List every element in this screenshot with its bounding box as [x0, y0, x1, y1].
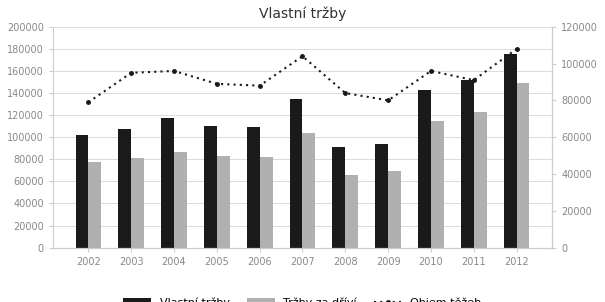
Objem těžeb — [470, 78, 477, 82]
Objem těžeb — [427, 69, 434, 73]
Bar — [302, 133, 315, 248]
Legend: Vlastní tržby, Tržby za dříví, Objem těžeb: Vlastní tržby, Tržby za dříví, Objem těž… — [119, 293, 486, 302]
Objem těžeb — [128, 71, 135, 75]
Bar — [517, 83, 529, 248]
Bar — [333, 147, 345, 248]
Bar — [375, 144, 388, 248]
Objem těžeb — [385, 98, 392, 102]
Bar — [131, 158, 144, 248]
Bar — [217, 156, 230, 248]
Line: Objem těžeb: Objem těžeb — [87, 47, 518, 104]
Bar — [461, 80, 474, 248]
Bar — [290, 98, 302, 248]
Objem těžeb — [85, 101, 92, 104]
Bar — [161, 118, 174, 248]
Bar — [345, 175, 358, 248]
Objem těžeb — [171, 69, 178, 73]
Bar — [504, 54, 517, 248]
Bar — [204, 126, 217, 248]
Bar — [247, 127, 260, 248]
Objem těžeb — [513, 47, 520, 51]
Bar — [76, 135, 88, 248]
Bar — [474, 112, 486, 248]
Objem těžeb — [213, 82, 220, 86]
Objem těžeb — [299, 54, 306, 58]
Bar — [260, 157, 272, 248]
Bar — [119, 130, 131, 248]
Objem těžeb — [342, 91, 349, 95]
Bar — [174, 152, 187, 248]
Bar — [388, 172, 401, 248]
Bar — [418, 90, 431, 248]
Title: Vlastní tržby: Vlastní tržby — [259, 7, 346, 21]
Bar — [88, 162, 101, 248]
Objem těžeb — [256, 84, 263, 88]
Bar — [431, 120, 444, 248]
